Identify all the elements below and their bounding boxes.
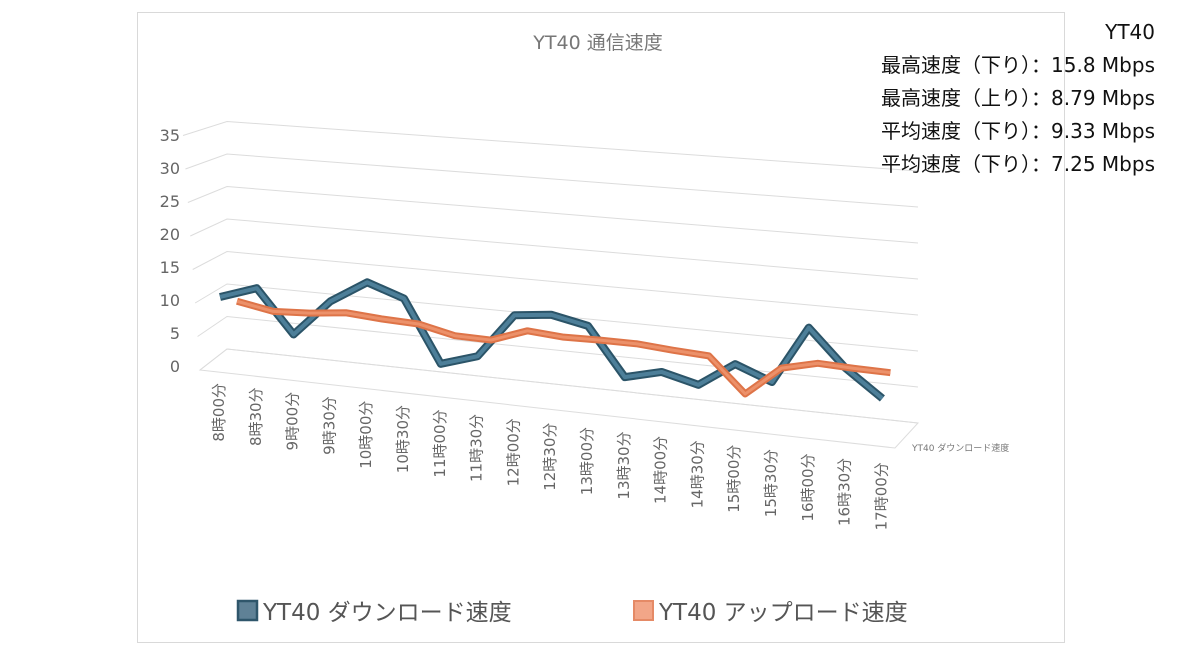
- x-tick-label: 11時00分: [431, 409, 449, 477]
- y-axis-ticks: 0 5 10 15 20 25 30 35: [160, 126, 180, 376]
- y-tick-label: 5: [170, 324, 180, 343]
- legend-swatch-download: [236, 599, 259, 622]
- gridline: [194, 283, 919, 352]
- x-tick-label: 10時30分: [394, 405, 412, 473]
- x-tick-label: 8時00分: [210, 383, 228, 442]
- y-tick-label: 20: [160, 225, 180, 244]
- depth-axis-label: YT40 ダウンロード速度: [911, 442, 1009, 454]
- x-tick-label: 8時30分: [247, 387, 265, 446]
- stats-max-up: 最高速度（上り）：8.79 Mbps: [881, 86, 1155, 110]
- series-line-0: [219, 280, 884, 400]
- x-tick-label: 13時30分: [615, 431, 633, 499]
- x-tick-label: 9時30分: [320, 396, 338, 455]
- gridline: [197, 315, 919, 388]
- x-tick-label: 14時00分: [652, 436, 670, 504]
- y-tick-label: 35: [160, 126, 180, 145]
- series-line-0-edge: [219, 278, 885, 402]
- y-tick-label: 30: [160, 159, 180, 178]
- x-tick-label: 14時30分: [688, 440, 706, 508]
- x-tick-label: 11時30分: [468, 414, 486, 482]
- x-tick-label: 10時00分: [357, 401, 375, 469]
- x-tick-label: 16時00分: [799, 453, 817, 521]
- speed-stats: YT40 最高速度（下り）：15.8 Mbps 最高速度（上り）：8.79 Mb…: [881, 16, 1155, 181]
- stats-heading: YT40: [1105, 20, 1155, 44]
- y-tick-label: 0: [170, 357, 180, 376]
- legend-label-upload: YT40 アップロード速度: [658, 600, 908, 626]
- chart-title: YT40 通信速度: [532, 32, 662, 54]
- legend-swatch-upload: [633, 600, 654, 621]
- gridline: [182, 120, 919, 172]
- stats-max-down: 最高速度（下り）：15.8 Mbps: [881, 53, 1155, 77]
- legend-label-download: YT40 ダウンロード速度: [262, 600, 512, 626]
- gridline: [187, 185, 919, 244]
- legend: YT40 ダウンロード速度 YT40 アップロード速度: [236, 599, 908, 626]
- gridline: [192, 250, 919, 316]
- gridline: [199, 348, 919, 424]
- gridline: [185, 153, 919, 208]
- x-tick-label: 17時00分: [872, 462, 890, 530]
- gridline: [190, 218, 919, 280]
- chart-frame: [137, 12, 1065, 643]
- x-tick-label: 13時00分: [578, 427, 596, 495]
- x-tick-label: 15時30分: [762, 449, 780, 517]
- y-tick-label: 25: [160, 192, 180, 211]
- y-tick-label: 15: [160, 258, 180, 277]
- stats-avg-down: 平均速度（下り）：9.33 Mbps: [881, 119, 1155, 143]
- y-tick-label: 10: [160, 291, 180, 310]
- x-axis-ticks: 8時00分 8時30分 9時00分 9時30分 10時00分 10時30分 11時00分 11…: [210, 383, 890, 530]
- x-tick-label: 12時30分: [541, 423, 559, 491]
- gridlines: [182, 120, 920, 449]
- x-tick-label: 9時00分: [284, 392, 302, 451]
- stats-avg-2: 平均速度（下り）：7.25 Mbps: [881, 152, 1155, 176]
- series-lines: [219, 278, 891, 402]
- x-tick-label: 12時00分: [504, 418, 522, 486]
- x-tick-label: 16時30分: [836, 458, 854, 526]
- x-tick-label: 15時00分: [725, 445, 743, 513]
